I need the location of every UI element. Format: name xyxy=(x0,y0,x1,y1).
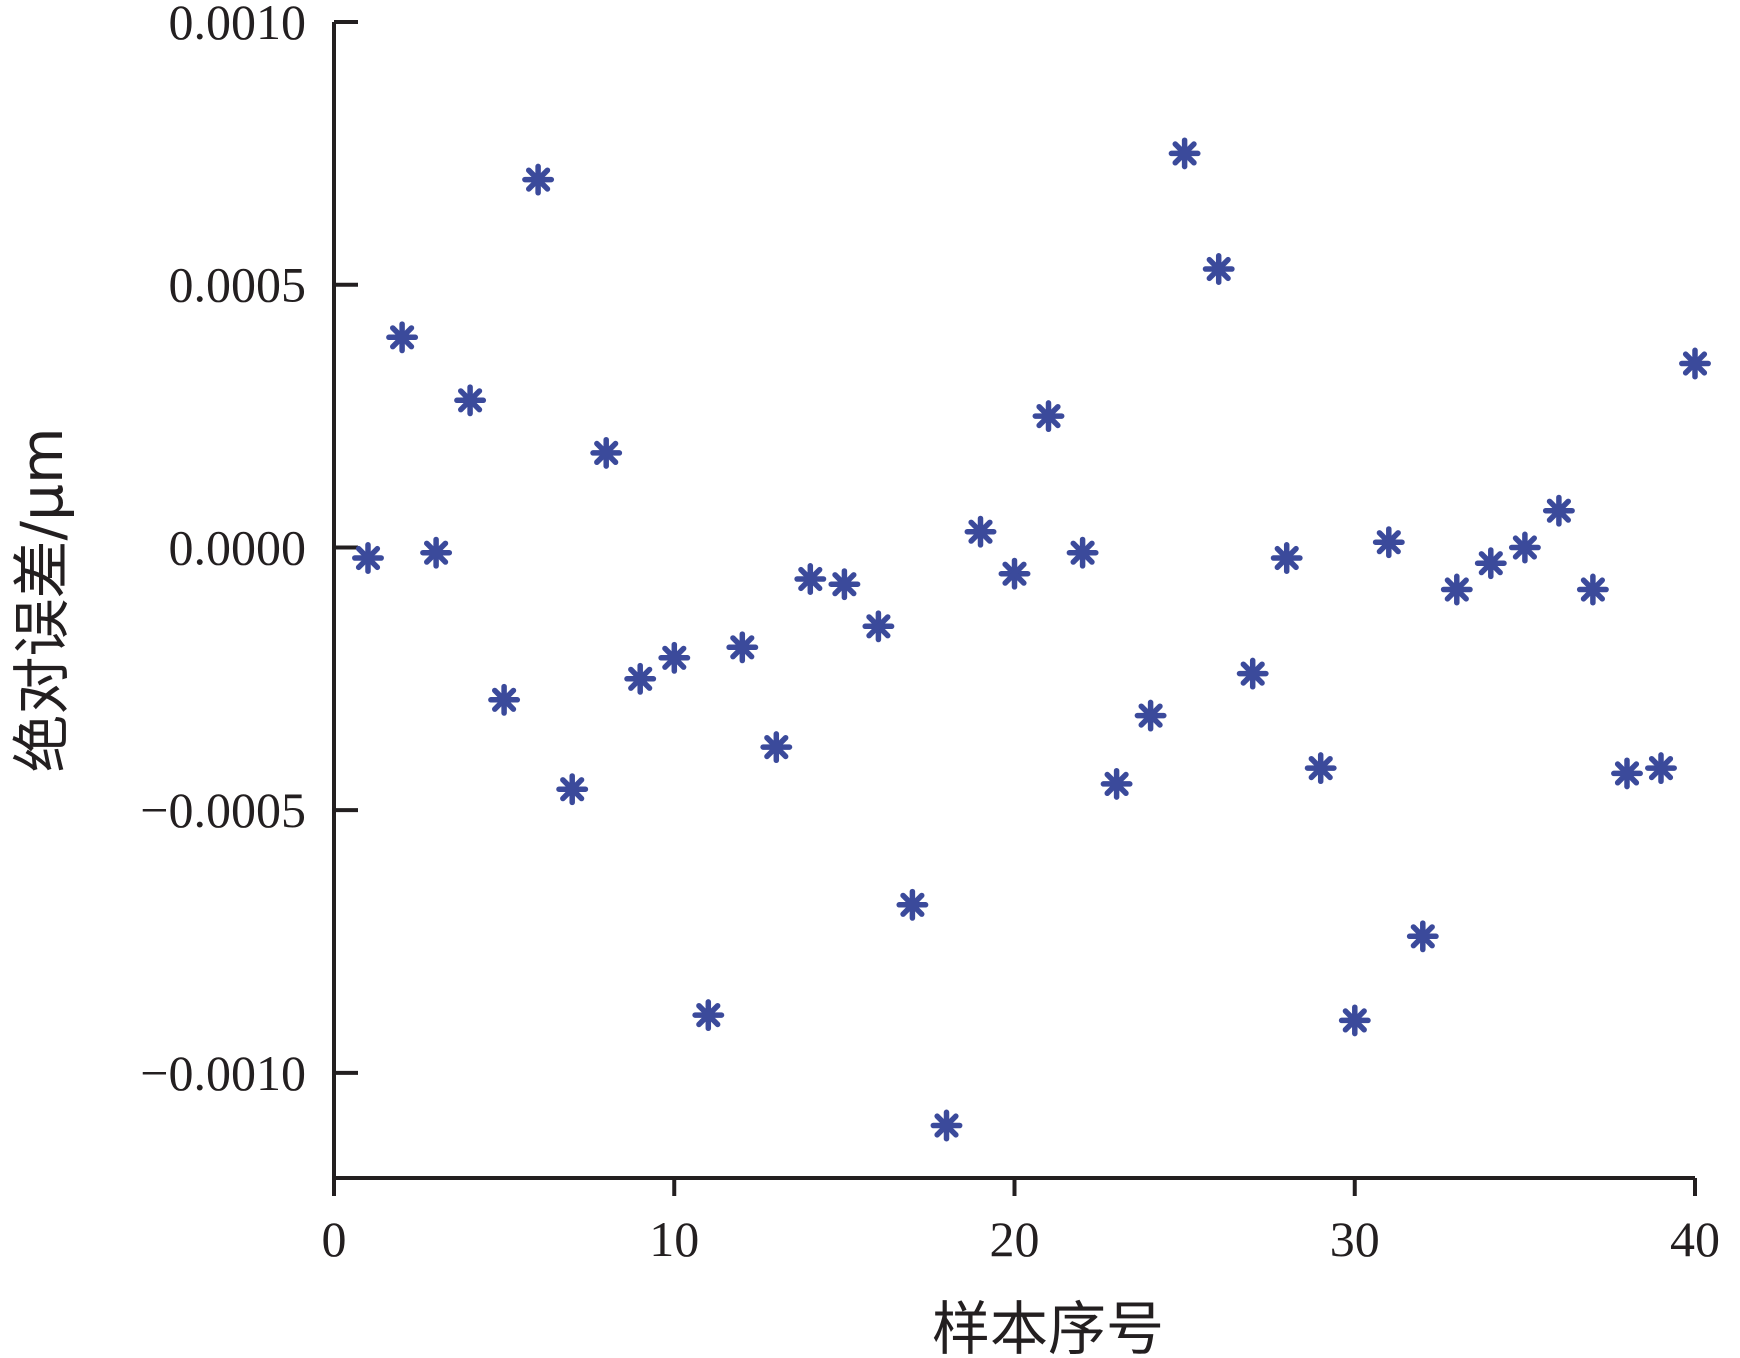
data-point xyxy=(658,641,691,674)
data-points xyxy=(352,137,1711,1142)
data-point xyxy=(794,563,827,595)
x-tick-label: 10 xyxy=(649,1211,699,1267)
data-point xyxy=(590,436,623,469)
data-point xyxy=(1611,757,1643,790)
data-point xyxy=(998,557,1031,590)
data-point xyxy=(1304,752,1337,785)
y-axis-ticks: −0.0010 −0.0005 0.0000 0.0005 0.0010 xyxy=(140,0,358,1101)
data-point xyxy=(1236,657,1269,690)
x-axis-title: 样本序号 xyxy=(932,1295,1164,1358)
y-axis-title: 绝对误差/μm xyxy=(8,428,76,773)
data-point xyxy=(1066,536,1099,569)
x-tick-label: 40 xyxy=(1670,1211,1720,1267)
data-point xyxy=(1508,531,1541,564)
data-point xyxy=(828,568,861,601)
data-point xyxy=(1032,400,1065,433)
data-point xyxy=(624,662,657,695)
data-point xyxy=(1100,767,1133,800)
data-point xyxy=(896,888,929,921)
y-tick-label: 0.0005 xyxy=(169,257,307,313)
data-point xyxy=(862,610,895,643)
data-point xyxy=(1440,573,1473,606)
data-point xyxy=(488,683,521,716)
data-point xyxy=(1576,573,1609,606)
data-point xyxy=(1679,347,1711,380)
x-tick-label: 0 xyxy=(322,1211,347,1267)
y-tick-label: 0.0010 xyxy=(169,0,307,50)
data-point xyxy=(1474,547,1507,580)
data-point xyxy=(726,631,759,664)
data-point xyxy=(386,321,419,354)
y-tick-label: 0.0000 xyxy=(169,519,307,575)
data-point xyxy=(1270,542,1303,574)
data-point xyxy=(1372,526,1405,559)
x-tick-label: 20 xyxy=(990,1211,1040,1267)
data-point xyxy=(420,536,453,569)
data-point xyxy=(1134,699,1167,732)
data-point xyxy=(1338,1004,1371,1037)
data-point xyxy=(1202,253,1235,285)
x-axis-ticks: 0 10 20 30 40 xyxy=(322,1178,1720,1267)
data-point xyxy=(964,515,997,548)
data-point xyxy=(556,773,589,806)
data-point xyxy=(522,163,555,196)
data-point xyxy=(352,542,384,574)
y-tick-label: −0.0005 xyxy=(140,782,306,838)
data-point xyxy=(930,1109,963,1142)
data-point xyxy=(1168,137,1201,170)
data-point xyxy=(1542,494,1575,527)
data-point xyxy=(454,384,487,417)
data-point xyxy=(1645,752,1677,785)
data-point xyxy=(1406,920,1439,953)
data-point xyxy=(760,731,793,764)
y-tick-label: −0.0010 xyxy=(140,1045,306,1101)
data-point xyxy=(692,999,725,1032)
x-tick-label: 30 xyxy=(1330,1211,1380,1267)
